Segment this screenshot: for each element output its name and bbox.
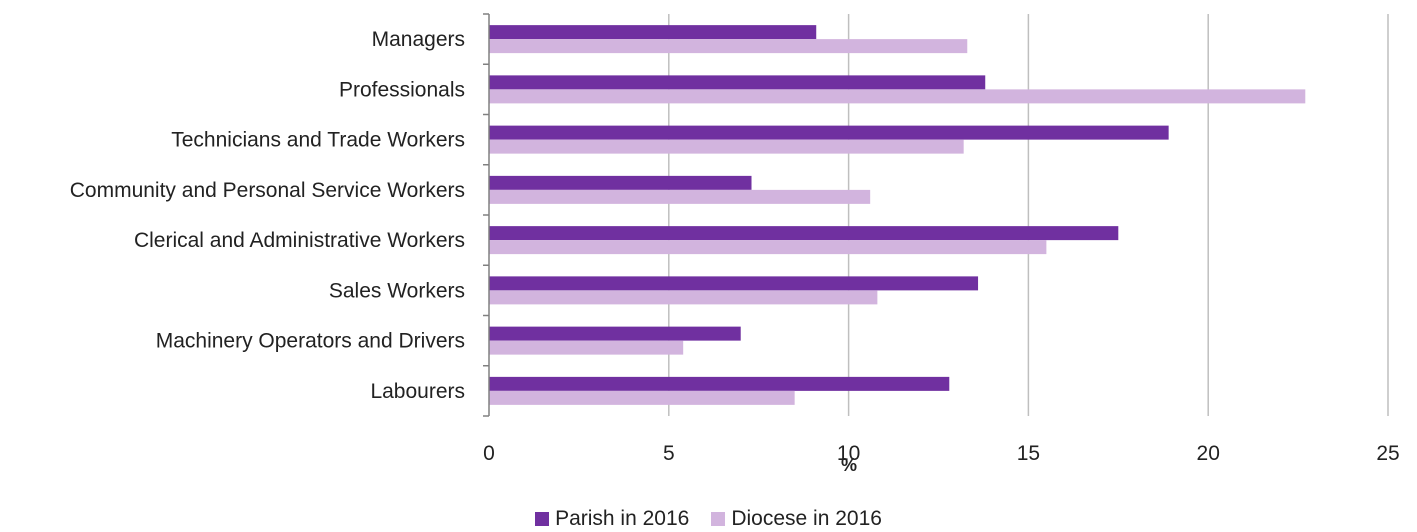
bar-parish (489, 175, 752, 190)
bars (489, 25, 1306, 405)
bar-parish (489, 226, 1119, 241)
axes: 0 5 10 15 20 25 Managers Professionals Technicia… (70, 13, 1400, 465)
y-category-label: Community and Personal Service Workers (70, 179, 465, 202)
y-category-label: Labourers (370, 380, 465, 403)
x-tick-label: 10 (837, 442, 860, 465)
bar-parish (489, 326, 741, 341)
gridlines (668, 14, 1389, 416)
bar-chart: 0 5 10 15 20 25 Managers Professionals Technicia… (70, 13, 1400, 475)
legend-item-parish: Parish in 2016 (535, 507, 689, 531)
y-category-label: Professionals (339, 78, 465, 101)
bar-parish (489, 25, 817, 40)
y-category-label: Clerical and Administrative Workers (134, 229, 465, 252)
legend-label-parish: Parish in 2016 (555, 507, 690, 530)
bar-diocese (489, 139, 964, 154)
legend-item-diocese: Diocese in 2016 (711, 507, 882, 531)
legend-swatch-diocese (711, 512, 726, 526)
y-category-label: Machinery Operators and Drivers (156, 330, 465, 353)
legend: Parish in 2016 Diocese in 2016 (0, 507, 1417, 531)
x-tick-label: 15 (1017, 442, 1040, 465)
x-tick-label: 5 (663, 442, 675, 465)
bar-diocese (489, 290, 878, 305)
legend-swatch-parish (535, 512, 550, 526)
bar-parish (489, 125, 1169, 140)
bar-parish (489, 376, 950, 391)
bar-parish (489, 75, 986, 90)
x-tick-label: 0 (483, 442, 495, 465)
legend-label-diocese: Diocese in 2016 (731, 507, 882, 530)
x-axis-title: % (841, 455, 857, 475)
y-category-label: Sales Workers (329, 279, 465, 302)
bar-diocese (489, 240, 1047, 255)
x-tick-label: 20 (1197, 442, 1220, 465)
bar-parish (489, 276, 979, 291)
bar-diocese (489, 189, 871, 204)
y-category-label: Managers (372, 28, 465, 51)
bar-diocese (489, 340, 684, 355)
bar-diocese (489, 89, 1306, 104)
bar-diocese (489, 39, 968, 54)
bar-diocese (489, 390, 795, 405)
x-tick-label: 25 (1376, 442, 1399, 465)
y-category-label: Technicians and Trade Workers (171, 129, 465, 152)
